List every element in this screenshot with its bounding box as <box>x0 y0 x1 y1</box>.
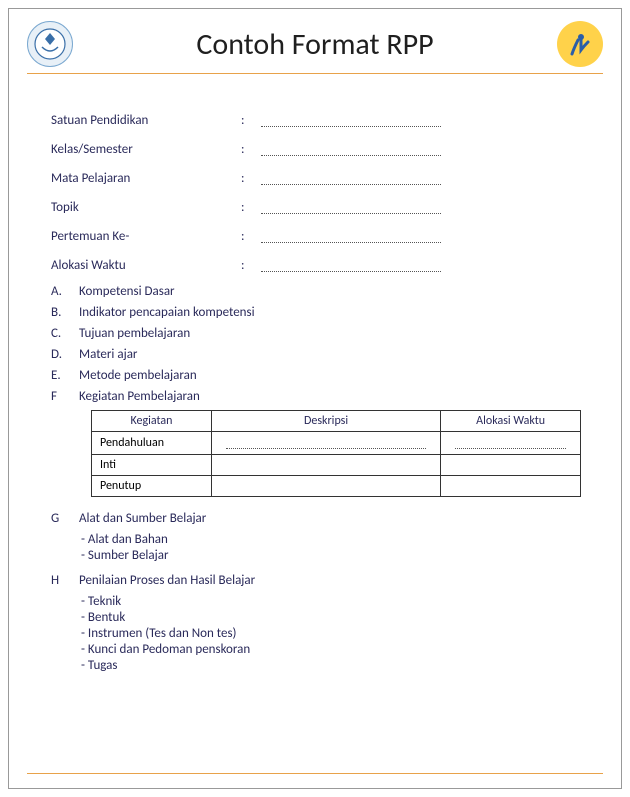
sub-list: - Alat dan Bahan - Sumber Belajar <box>81 532 579 563</box>
info-label: Satuan Pendidikan <box>51 113 241 128</box>
info-colon: : <box>241 258 261 273</box>
sub-item: - Tugas <box>81 658 579 673</box>
dotted-blank <box>261 258 441 272</box>
table-row: Pendahuluan <box>92 432 581 455</box>
section-letter: G <box>51 511 79 526</box>
info-label: Topik <box>51 200 241 215</box>
info-row: Mata Pelajaran : <box>51 168 579 188</box>
section-text: Metode pembelajaran <box>79 368 197 383</box>
info-label: Kelas/Semester <box>51 142 241 157</box>
section-letter: F <box>51 389 79 404</box>
section-row: C. Tujuan pembelajaran <box>51 326 579 341</box>
table-cell: Inti <box>92 455 212 476</box>
sub-item: - Sumber Belajar <box>81 548 579 563</box>
info-colon: : <box>241 113 261 128</box>
sub-item: - Bentuk <box>81 610 579 625</box>
info-colon: : <box>241 171 261 186</box>
table-cell <box>211 455 440 476</box>
activity-table: Kegiatan Deskripsi Alokasi Waktu Pendahu… <box>91 410 581 497</box>
table-cell: Penutup <box>92 476 212 497</box>
info-colon: : <box>241 200 261 215</box>
table-row: Inti <box>92 455 581 476</box>
info-colon: : <box>241 229 261 244</box>
table-cell: Pendahuluan <box>92 432 212 455</box>
section-row: D. Materi ajar <box>51 347 579 362</box>
dotted-blank <box>261 113 441 127</box>
content-body: Satuan Pendidikan : Kelas/Semester : Mat… <box>27 110 603 673</box>
section-text: Materi ajar <box>79 347 137 362</box>
section-letter: A. <box>51 284 79 299</box>
table-cell <box>441 455 581 476</box>
info-row: Pertemuan Ke- : <box>51 226 579 246</box>
section-letter: H <box>51 573 79 588</box>
table-header: Kegiatan <box>92 411 212 432</box>
section-text: Kompetensi Dasar <box>79 284 175 299</box>
info-row: Topik : <box>51 197 579 217</box>
section-row: E. Metode pembelajaran <box>51 368 579 383</box>
table-cell <box>211 432 440 455</box>
dotted-blank <box>261 171 441 185</box>
section-letter: C. <box>51 326 79 341</box>
sub-item: - Kunci dan Pedoman penskoran <box>81 642 579 657</box>
table-cell <box>441 432 581 455</box>
info-label: Mata Pelajaran <box>51 171 241 186</box>
header: Contoh Format RPP <box>27 21 603 74</box>
section-text: Alat dan Sumber Belajar <box>79 511 206 526</box>
table-header: Alokasi Waktu <box>441 411 581 432</box>
table-cell <box>211 476 440 497</box>
info-row: Alokasi Waktu : <box>51 255 579 275</box>
section-letter: B. <box>51 305 79 320</box>
sub-item: - Alat dan Bahan <box>81 532 579 547</box>
dotted-blank <box>261 229 441 243</box>
table-header: Deskripsi <box>211 411 440 432</box>
info-row: Satuan Pendidikan : <box>51 110 579 130</box>
section-row: B. Indikator pencapaian kompetensi <box>51 305 579 320</box>
table-row: Penutup <box>92 476 581 497</box>
sub-item: - Instrumen (Tes dan Non tes) <box>81 626 579 641</box>
section-row: F Kegiatan Pembelajaran <box>51 389 579 404</box>
info-label: Pertemuan Ke- <box>51 229 241 244</box>
section-text: Kegiatan Pembelajaran <box>79 389 200 404</box>
document-page: Contoh Format RPP Satuan Pendidikan : Ke… <box>8 8 622 789</box>
sub-item: - Teknik <box>81 594 579 609</box>
info-colon: : <box>241 142 261 157</box>
dotted-blank <box>261 200 441 214</box>
info-row: Kelas/Semester : <box>51 139 579 159</box>
table-header-row: Kegiatan Deskripsi Alokasi Waktu <box>92 411 581 432</box>
table-cell <box>441 476 581 497</box>
logo-left-icon <box>27 21 73 67</box>
section-letter: E. <box>51 368 79 383</box>
section-text: Indikator pencapaian kompetensi <box>79 305 255 320</box>
page-title: Contoh Format RPP <box>73 26 557 63</box>
section-row: H Penilaian Proses dan Hasil Belajar <box>51 573 579 588</box>
footer-divider <box>27 773 603 774</box>
sub-list: - Teknik - Bentuk - Instrumen (Tes dan N… <box>81 594 579 673</box>
info-label: Alokasi Waktu <box>51 258 241 273</box>
section-text: Tujuan pembelajaran <box>79 326 190 341</box>
sections: A. Kompetensi Dasar B. Indikator pencapa… <box>51 284 579 404</box>
dotted-blank <box>261 142 441 156</box>
logo-right-icon <box>557 21 603 67</box>
section-row: G Alat dan Sumber Belajar <box>51 511 579 526</box>
section-letter: D. <box>51 347 79 362</box>
section-row: A. Kompetensi Dasar <box>51 284 579 299</box>
section-text: Penilaian Proses dan Hasil Belajar <box>79 573 255 588</box>
